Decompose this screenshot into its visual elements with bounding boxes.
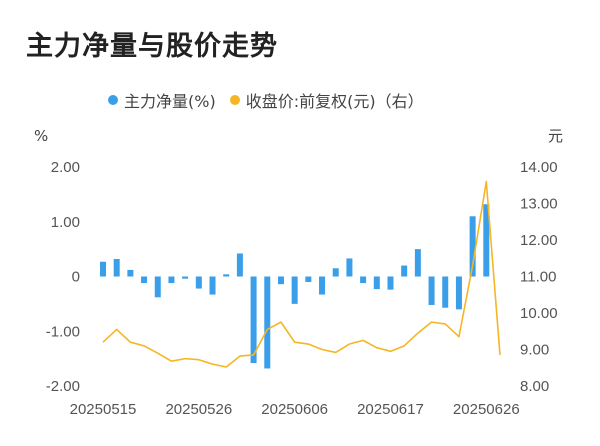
- bar-series: [100, 204, 490, 369]
- net-flow-bar: [428, 276, 435, 305]
- right-tick-label: 10.00: [520, 305, 558, 322]
- chart-title: 主力净量与股价走势: [26, 31, 278, 62]
- left-tick-label: -1.00: [46, 323, 80, 340]
- right-axis-unit: 元: [548, 127, 563, 145]
- net-flow-bar: [209, 276, 216, 295]
- legend-item-net-flow[interactable]: 主力净量(%): [108, 88, 216, 112]
- net-flow-bar: [387, 276, 394, 290]
- net-flow-bar: [100, 261, 106, 277]
- net-flow-bar: [455, 276, 462, 310]
- x-tick-label: 20250626: [453, 401, 520, 418]
- left-tick-label: -2.00: [46, 378, 80, 395]
- net-flow-bar: [346, 258, 353, 277]
- net-flow-bar: [469, 216, 476, 277]
- line-series: [102, 180, 501, 368]
- right-tick-label: 9.00: [520, 342, 549, 359]
- net-flow-bar: [154, 276, 161, 298]
- net-flow-bar: [332, 268, 339, 277]
- net-flow-bar: [373, 276, 380, 290]
- left-tick-label: 0: [72, 269, 80, 286]
- x-tick-label: 20250617: [357, 401, 424, 418]
- net-flow-bar: [277, 276, 284, 285]
- net-flow-bar: [442, 276, 449, 308]
- net-flow-bar: [291, 276, 298, 304]
- x-axis: 20250515 20250526 20250606 20250617 20250626: [70, 401, 520, 418]
- left-axis-unit: %: [34, 127, 48, 145]
- legend-label-net-flow: 主力净量(%): [124, 92, 216, 111]
- net-flow-bar: [223, 274, 230, 277]
- right-tick-label: 11.00: [520, 269, 556, 286]
- net-flow-bar: [305, 276, 312, 282]
- legend-dot-close-price: [229, 95, 240, 105]
- net-flow-bar: [182, 276, 189, 279]
- net-flow-bar: [168, 276, 175, 284]
- left-tick-label: 1.00: [51, 214, 80, 231]
- legend-item-close-price[interactable]: 收盘价:前复权(元)（右）: [229, 88, 424, 112]
- legend: 主力净量(%) 收盘价:前复权(元)（右）: [108, 88, 438, 112]
- net-flow-bar: [360, 276, 367, 284]
- right-tick-label: 12.00: [520, 232, 558, 249]
- right-tick-label: 14.00: [520, 159, 558, 176]
- net-flow-bar: [319, 276, 326, 295]
- x-tick-label: 20250515: [70, 401, 137, 418]
- net-flow-bar: [127, 269, 134, 277]
- x-tick-label: 20250606: [261, 401, 328, 418]
- close-price-line: [102, 180, 501, 368]
- net-flow-bar: [264, 276, 271, 369]
- right-tick-label: 8.00: [520, 378, 549, 395]
- legend-label-close-price: 收盘价:前复权(元)（右）: [245, 92, 424, 111]
- x-tick-label: 20250526: [165, 401, 232, 418]
- net-flow-bar: [483, 204, 490, 277]
- net-flow-bar: [414, 249, 421, 277]
- net-flow-bar: [401, 265, 408, 277]
- right-axis: 14.00 13.00 12.00 11.00 10.00 9.00 8.00: [520, 159, 558, 395]
- legend-dot-net-flow: [108, 95, 118, 105]
- net-flow-bar: [195, 276, 202, 289]
- left-axis: 2.00 1.00 0 -1.00 -2.00: [46, 159, 80, 395]
- left-tick-label: 2.00: [51, 159, 80, 176]
- net-flow-bar: [141, 276, 148, 284]
- net-flow-bar: [113, 258, 120, 277]
- net-flow-bar: [236, 253, 243, 277]
- right-tick-label: 13.00: [520, 196, 558, 213]
- net-flow-bar: [250, 276, 257, 364]
